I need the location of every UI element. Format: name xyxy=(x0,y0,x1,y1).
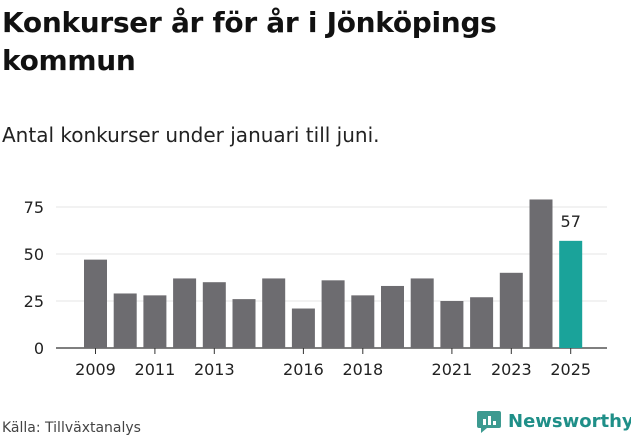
brand-logo[interactable]: Newsworthy xyxy=(476,409,631,433)
bar-2023 xyxy=(499,272,523,348)
y-axis-ticks: 0 25 50 75 xyxy=(24,198,44,358)
newsworthy-logo-icon xyxy=(477,411,501,433)
bars: 57 xyxy=(84,199,583,348)
bar-2020 xyxy=(410,278,434,348)
bar-2009 xyxy=(84,259,107,348)
bar-2011 xyxy=(143,295,167,348)
chart-subtitle: Antal konkurser under januari till juni. xyxy=(2,123,380,147)
bar-2019 xyxy=(381,285,404,348)
x-tick-label: 2021 xyxy=(432,360,473,379)
bar-2013 xyxy=(202,282,226,348)
x-axis-ticks: 2009 2011 2013 2016 2018 2021 2023 2025 xyxy=(75,348,591,379)
bar-2014 xyxy=(232,299,256,348)
data-label-2025: 57 xyxy=(561,212,581,231)
y-tick-label: 0 xyxy=(34,339,44,358)
bar-2022 xyxy=(470,297,494,348)
bar-2018 xyxy=(351,295,375,348)
brand-name: Newsworthy xyxy=(508,410,631,432)
bar-2021 xyxy=(440,301,464,348)
bar-2024 xyxy=(529,199,553,348)
chart-title: Konkurser år för år i Jönköpings kommun xyxy=(2,6,497,77)
x-tick-label: 2011 xyxy=(135,360,176,379)
source-note: Källa: Tillväxtanalys xyxy=(2,420,141,436)
bar-2015 xyxy=(262,278,286,348)
bar-2025 xyxy=(559,240,583,348)
x-tick-label: 2023 xyxy=(491,360,532,379)
y-tick-label: 75 xyxy=(24,198,44,217)
y-tick-label: 25 xyxy=(24,292,44,311)
bar-2012 xyxy=(173,278,197,348)
x-tick-label: 2025 xyxy=(550,360,591,379)
bar-2017 xyxy=(321,280,345,348)
x-tick-label: 2009 xyxy=(75,360,116,379)
bar-2010 xyxy=(113,293,137,348)
bar-2016 xyxy=(291,308,315,348)
x-tick-label: 2016 xyxy=(283,360,324,379)
x-tick-label: 2018 xyxy=(342,360,383,379)
y-tick-label: 50 xyxy=(24,245,44,264)
x-tick-label: 2013 xyxy=(194,360,235,379)
